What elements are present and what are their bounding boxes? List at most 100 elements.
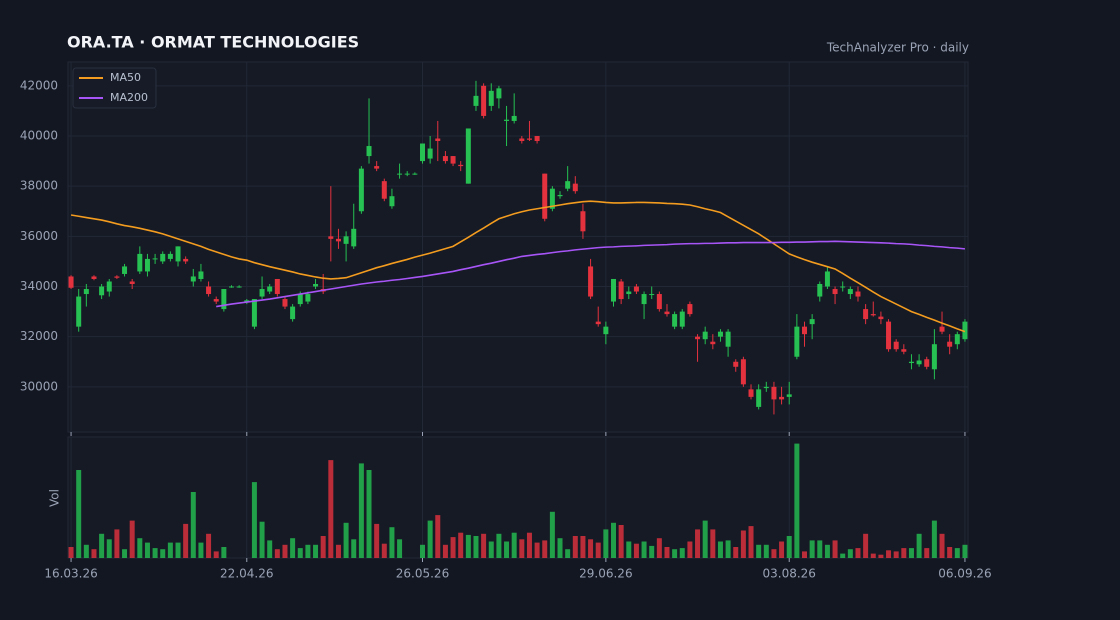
- volume-bar: [641, 541, 647, 558]
- legend-label: MA200: [110, 91, 148, 104]
- volume-bar: [183, 523, 189, 558]
- candle-body: [99, 286, 105, 296]
- volume-bar: [901, 548, 907, 558]
- candle-body: [519, 138, 525, 142]
- volume-bar: [519, 539, 525, 558]
- volume-bar: [458, 532, 464, 558]
- candle-body: [244, 300, 250, 302]
- moving-average-line: [216, 240, 966, 308]
- candle-body: [465, 128, 471, 184]
- volume-bar: [824, 544, 830, 558]
- candle-body: [618, 281, 624, 300]
- volume-bar: [549, 511, 555, 558]
- candle-body: [343, 236, 349, 244]
- chart-subtitle: TechAnalyzer Pro · daily: [826, 41, 969, 55]
- candle-body: [771, 386, 777, 400]
- volume-bar: [924, 548, 930, 558]
- candle-body: [641, 294, 647, 305]
- candle-body: [511, 115, 517, 121]
- volume-label: Vol: [48, 489, 62, 507]
- volume-bar: [809, 540, 815, 558]
- y-tick-label: 38000: [20, 179, 58, 193]
- volume-bar: [588, 539, 594, 558]
- candle-body: [633, 286, 639, 292]
- candle-body: [679, 311, 685, 327]
- candle-body: [572, 183, 578, 192]
- volume-bar: [282, 544, 288, 558]
- volume-bar: [267, 540, 273, 558]
- y-tick-label: 40000: [20, 129, 58, 143]
- candle-body: [76, 296, 82, 327]
- volume-bar: [534, 542, 540, 558]
- candle-body: [595, 321, 601, 325]
- volume-bar: [106, 539, 112, 558]
- candle-body: [404, 173, 410, 175]
- volume-bar: [702, 520, 708, 558]
- candle-body: [886, 321, 892, 350]
- volume-bar: [779, 541, 785, 558]
- volume-bar: [664, 547, 670, 558]
- volume-bar: [656, 538, 662, 558]
- volume-bar: [320, 536, 326, 558]
- volume-bar: [954, 548, 960, 558]
- volume-bar: [542, 540, 548, 558]
- candle-body: [664, 311, 670, 315]
- volume-bar: [313, 544, 319, 558]
- volume-bar: [374, 523, 380, 558]
- candle-body: [481, 85, 487, 116]
- volume-bar: [328, 460, 334, 558]
- candle-body: [695, 336, 701, 340]
- candle-body: [274, 278, 280, 295]
- candle-body: [206, 286, 212, 295]
- volume-bar: [144, 542, 150, 558]
- moving-average-line: [70, 200, 966, 333]
- x-tick-label: 03.08.26: [763, 567, 816, 581]
- candle-body: [504, 119, 510, 121]
- y-tick-label: 42000: [20, 78, 58, 92]
- volume-bar: [99, 533, 105, 558]
- volume-bar: [756, 544, 762, 558]
- volume-bar: [511, 532, 517, 558]
- candle-body: [496, 88, 502, 99]
- candle-body: [954, 334, 960, 345]
- candle-body: [893, 341, 899, 350]
- candle-body: [557, 194, 563, 197]
- candle-body: [335, 238, 341, 242]
- volume-bar: [343, 522, 349, 558]
- volume-bar: [863, 533, 869, 558]
- volume-bar: [840, 553, 846, 558]
- volume-bar: [832, 540, 838, 558]
- volume-bar: [794, 443, 800, 558]
- candle-body: [817, 284, 823, 297]
- volume-bar: [786, 536, 792, 558]
- candle-body: [863, 309, 869, 320]
- volume-bar: [687, 541, 693, 558]
- x-tick-label: 16.03.26: [44, 567, 97, 581]
- volume-bar: [442, 544, 448, 558]
- volume-bar: [748, 526, 754, 558]
- volume-bar: [366, 470, 372, 558]
- y-tick-label: 32000: [20, 329, 58, 343]
- candle-body: [442, 156, 448, 162]
- candle-body: [183, 258, 189, 262]
- candle-body: [259, 289, 265, 297]
- volume-bar: [763, 544, 769, 558]
- candle-body: [488, 90, 494, 106]
- volume-bar: [496, 533, 502, 558]
- candle-body: [786, 394, 792, 397]
- y-tick-label: 36000: [20, 229, 58, 243]
- candle-body: [114, 276, 120, 278]
- candle-body: [427, 148, 433, 159]
- candle-body: [381, 181, 387, 199]
- candle-body: [213, 299, 219, 302]
- candle-body: [221, 289, 227, 310]
- volume-bar: [771, 549, 777, 558]
- candle-body: [526, 138, 532, 140]
- volume-bar: [893, 551, 899, 558]
- candle-body: [855, 291, 861, 297]
- volume-bar: [83, 544, 89, 558]
- volume-bar: [160, 549, 166, 558]
- volume-bar: [175, 542, 181, 558]
- volume-bar: [580, 536, 586, 558]
